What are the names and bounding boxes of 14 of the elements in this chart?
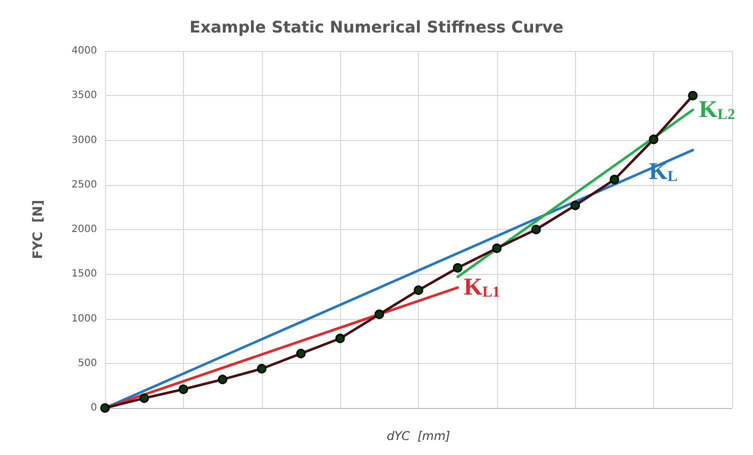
y-tick-label: 1000 [72, 313, 97, 324]
chart-title: Example Static Numerical Stiffness Curve [189, 18, 564, 36]
y-tick-label: 0 [90, 402, 97, 414]
x-axis-title: dYC [mm] [386, 429, 451, 443]
y-tick-label: 3000 [72, 134, 97, 146]
y-tick-label: 2500 [72, 179, 97, 190]
y-tick-label: 1500 [72, 268, 97, 280]
y-tick-label: 3500 [72, 90, 97, 102]
series-label: KL2 [698, 96, 735, 123]
y-tick-label: 4000 [72, 46, 97, 56]
y-tick-label: 500 [78, 358, 97, 369]
y-axis-title: FYC [N] [31, 200, 46, 260]
series-label: KL1 [464, 274, 500, 301]
y-tick-label: 2000 [72, 224, 97, 235]
